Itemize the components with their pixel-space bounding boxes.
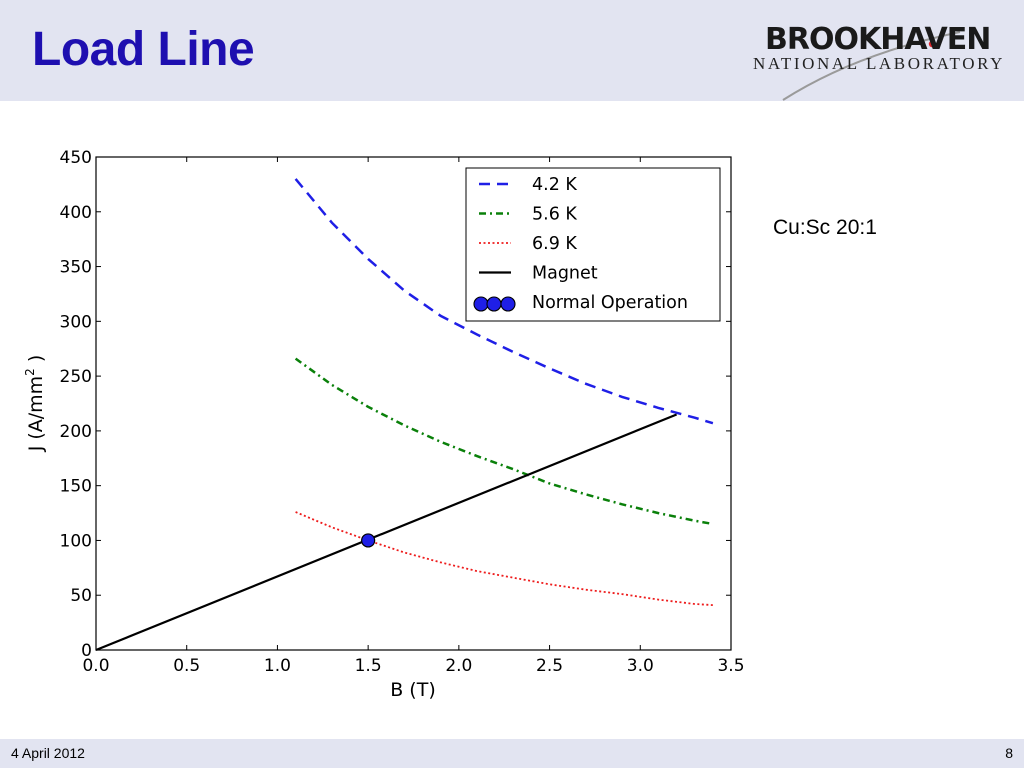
x-axis-label: B (T) [390,679,436,701]
normal-operation-point [361,533,376,548]
y-tick-label: 200 [60,422,92,442]
y-tick-label: 250 [60,367,92,387]
legend-marker-swatch [473,296,489,312]
y-axis-label-end: ) [25,355,47,368]
legend-box [465,167,721,322]
chart-legend: 4.2 K 5.6 K 6.9 K Magnet Normal Operation [465,167,721,322]
logo-wordmark: BROOKHAVEN [765,22,991,57]
x-tick-label: 1.0 [264,656,291,676]
y-tick-label: 100 [60,531,92,551]
legend-label: 5.6 K [532,205,577,225]
y-tick-label: 400 [60,203,92,223]
legend-label: 6.9 K [532,234,577,254]
conductor-ratio-note: Cu:Sc 20:1 [773,216,877,239]
slide-header: Load Line BROOKHAVEN NATIONAL LABORATORY [0,0,1024,101]
plot-frame [95,156,732,651]
y-axis-label-sup: 2 [23,368,37,376]
x-tick-label: 1.5 [355,656,382,676]
chart-svg: 0.0 0.5 1.0 1.5 2.0 2.5 3.0 3.5 0 50 100 150 200 250 3… [23,148,745,701]
y-tick-label: 150 [60,477,92,497]
logo-swoosh-icon [782,31,961,101]
page-number: 8 [1005,745,1013,761]
legend-marker-swatch [500,296,516,312]
legend-label: 4.2 K [532,175,577,195]
series-line-3 [95,413,678,652]
slide-footer: 4 April 2012 8 [0,739,1024,768]
y-axis-label: J (A/mm2 ) [23,355,47,453]
series-line-0 [294,178,714,425]
series-line-1 [294,357,714,526]
x-tick-label: 3.0 [627,656,654,676]
plot-marks [95,178,714,652]
legend-label: Magnet [532,264,598,284]
footer-date: 4 April 2012 [11,745,85,761]
y-tick-label: 450 [60,148,92,168]
y-tick-label: 50 [70,586,92,606]
x-tick-label: 2.5 [536,656,563,676]
x-tick-label: 2.0 [445,656,472,676]
brookhaven-logo: BROOKHAVEN NATIONAL LABORATORY [745,14,1024,104]
slide-title: Load Line [32,23,255,76]
legend-label: Normal Operation [532,293,688,313]
series-line-2 [295,511,713,606]
y-tick-label: 300 [60,312,92,332]
axis-ticks: 0.0 0.5 1.0 1.5 2.0 2.5 3.0 3.5 0 50 100 150 200 250 3… [60,148,745,676]
legend-marker-swatch [486,296,502,312]
x-tick-label: 0.0 [82,656,109,676]
load-line-chart: 0.0 0.5 1.0 1.5 2.0 2.5 3.0 3.5 0 50 100 150 200 250 3… [0,140,760,710]
y-axis-label-main: J (A/mm [25,376,47,452]
x-tick-label: 0.5 [173,656,200,676]
y-tick-label: 350 [60,258,92,278]
logo-subtitle: NATIONAL LABORATORY [753,54,1005,73]
y-tick-label: 0 [81,641,92,661]
x-tick-label: 3.5 [717,656,744,676]
